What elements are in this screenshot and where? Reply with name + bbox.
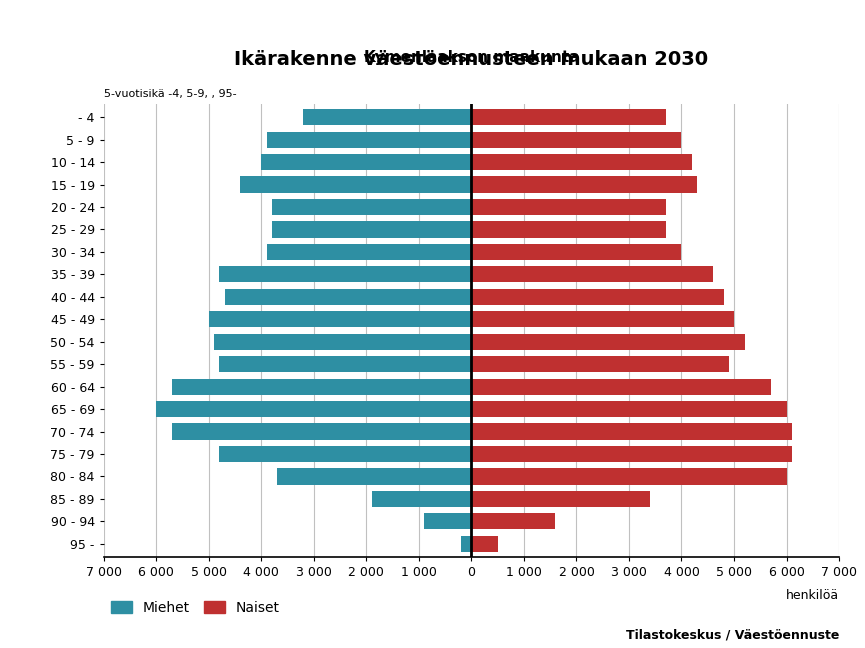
Bar [220,446,471,462]
Bar [220,356,471,372]
Bar [424,513,471,529]
Title: Ikärakenne väestöennusteen mukaan 2030: Ikärakenne väestöennusteen mukaan 2030 [234,50,708,69]
Bar [277,469,471,485]
Bar [471,401,786,417]
Bar [172,423,471,439]
Bar [157,401,471,417]
Bar [215,334,471,350]
Bar [471,266,713,283]
Bar [372,491,471,507]
Bar [471,536,497,552]
Bar [240,176,471,192]
Bar [471,334,745,350]
Bar [471,491,650,507]
Text: Kymenlaakson maakunta: Kymenlaakson maakunta [363,50,580,65]
Bar [261,154,471,170]
Bar [471,469,786,485]
Bar [471,222,666,238]
Bar [208,311,471,327]
Bar [471,356,729,372]
Bar [272,199,471,215]
Bar [471,244,682,260]
Bar [471,154,692,170]
Bar [471,311,734,327]
Text: 5-vuotisikä -4, 5-9, , 95-: 5-vuotisikä -4, 5-9, , 95- [104,89,236,99]
Bar [471,423,791,439]
Bar [220,266,471,283]
Bar [225,289,471,305]
Bar [172,378,471,395]
Bar [461,536,471,552]
Bar [272,222,471,238]
Bar [471,109,666,125]
Bar [471,132,682,148]
Bar [304,109,471,125]
Bar [471,199,666,215]
Text: henkilöä: henkilöä [786,589,839,602]
Text: Tilastokeskus / Väestöennuste: Tilastokeskus / Väestöennuste [625,629,839,642]
Bar [471,446,791,462]
Bar [471,513,555,529]
Bar [266,244,471,260]
Legend: Miehet, Naiset: Miehet, Naiset [111,601,279,614]
Bar [266,132,471,148]
Bar [471,176,697,192]
Bar [471,378,771,395]
Bar [471,289,723,305]
